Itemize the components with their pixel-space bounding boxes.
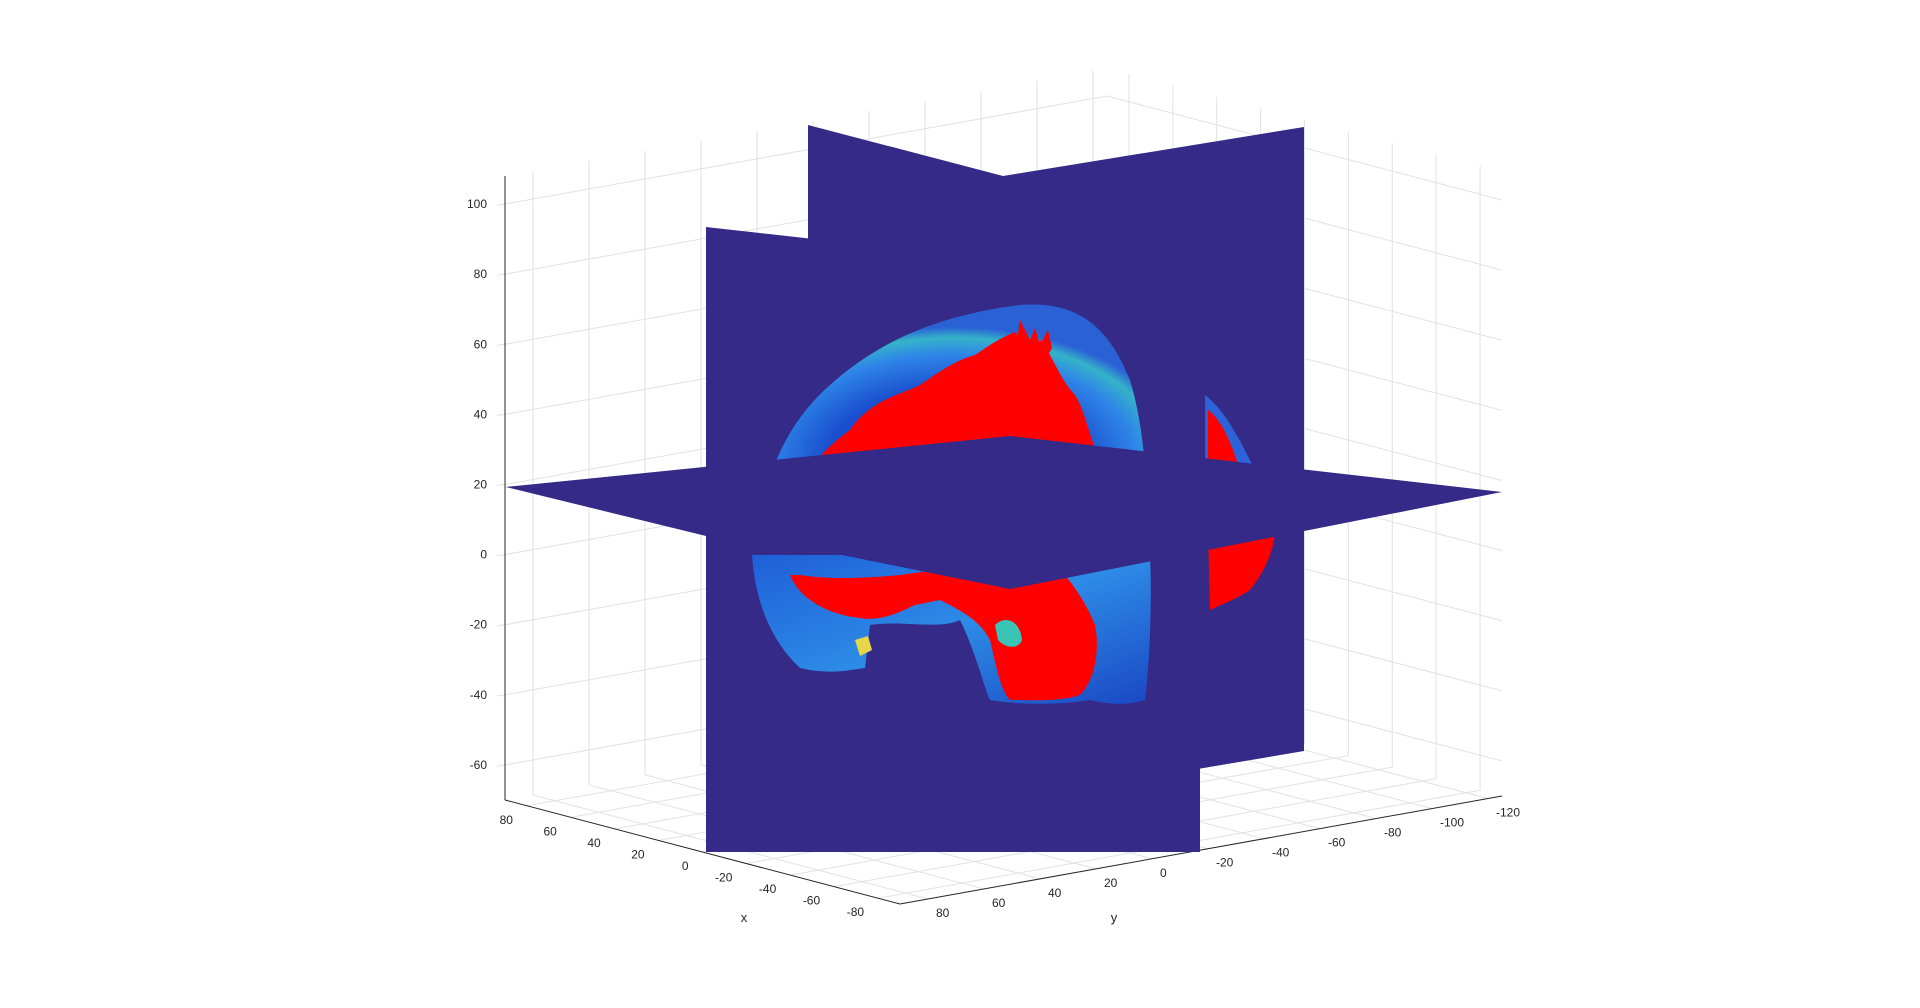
y-tick-label: -40 xyxy=(1272,846,1290,860)
z-tick-mark xyxy=(496,483,506,486)
y-tick-label: 80 xyxy=(936,906,950,920)
y-tick-label: -20 xyxy=(1216,856,1234,870)
z-tick-label: 40 xyxy=(474,407,488,421)
overlay-upper-detail xyxy=(1015,320,1052,360)
z-slice-plane xyxy=(506,436,1502,589)
y-tick-label: 20 xyxy=(1104,876,1118,890)
z-tick-label: -20 xyxy=(470,618,488,632)
y-axis-title: y xyxy=(1111,910,1118,925)
grid-line-z xyxy=(504,95,1108,205)
cyan-patch xyxy=(995,620,1022,647)
z-tick-mark xyxy=(496,413,506,416)
x-axis-line xyxy=(504,799,901,905)
x-tick-label: -80 xyxy=(847,905,865,919)
z-tick-mark xyxy=(496,764,506,767)
x-tick-label: -20 xyxy=(715,871,733,885)
overlay-lower xyxy=(790,562,1097,701)
z-tick-label: 60 xyxy=(474,337,488,351)
slice-planes xyxy=(506,125,1502,852)
z-tick-mark xyxy=(496,273,506,276)
x-tick-label: 80 xyxy=(500,813,514,827)
x-tick-label: -40 xyxy=(759,882,777,896)
z-tick-mark xyxy=(496,203,506,206)
y-slice-overlay-lower xyxy=(1208,531,1275,610)
y-axis-line xyxy=(899,795,1503,905)
z-tick-mark xyxy=(496,624,506,627)
y-tick-label: -120 xyxy=(1496,806,1520,820)
x-tick-label: 40 xyxy=(587,836,601,850)
yellow-patch xyxy=(855,636,872,656)
x-tick-label: 0 xyxy=(682,859,689,873)
z-tick-mark xyxy=(496,694,506,697)
z-tick-mark xyxy=(496,343,506,346)
z-tick-mark xyxy=(496,554,506,557)
y-tick-label: 60 xyxy=(992,896,1006,910)
x-axis-title: x xyxy=(741,910,748,925)
y-tick-label: 40 xyxy=(1048,886,1062,900)
axes xyxy=(504,176,1503,905)
y-tick-label: -80 xyxy=(1384,826,1402,840)
z-slice-plane-front xyxy=(506,470,706,536)
x-tick-label: -60 xyxy=(803,894,821,908)
tick-labels: 100 80 60 40 20 0 -20 -40 -60 80 60 40 20 0 -20 -40 -60 -… xyxy=(467,197,1520,920)
z-tick-label: 20 xyxy=(474,477,488,491)
y-tick-label: -100 xyxy=(1440,816,1464,830)
z-tick-label: 80 xyxy=(474,267,488,281)
axis-titles: x y xyxy=(741,910,1118,925)
y-tick-label: -60 xyxy=(1328,836,1346,850)
z-tick-label: 0 xyxy=(480,548,487,562)
z-tick-label: -40 xyxy=(470,688,488,702)
y-tick-label: 0 xyxy=(1160,866,1167,880)
x-tick-label: 20 xyxy=(631,847,645,861)
z-tick-label: 100 xyxy=(467,197,487,211)
z-tick-label: -60 xyxy=(470,758,488,772)
x-tick-label: 60 xyxy=(543,824,557,838)
